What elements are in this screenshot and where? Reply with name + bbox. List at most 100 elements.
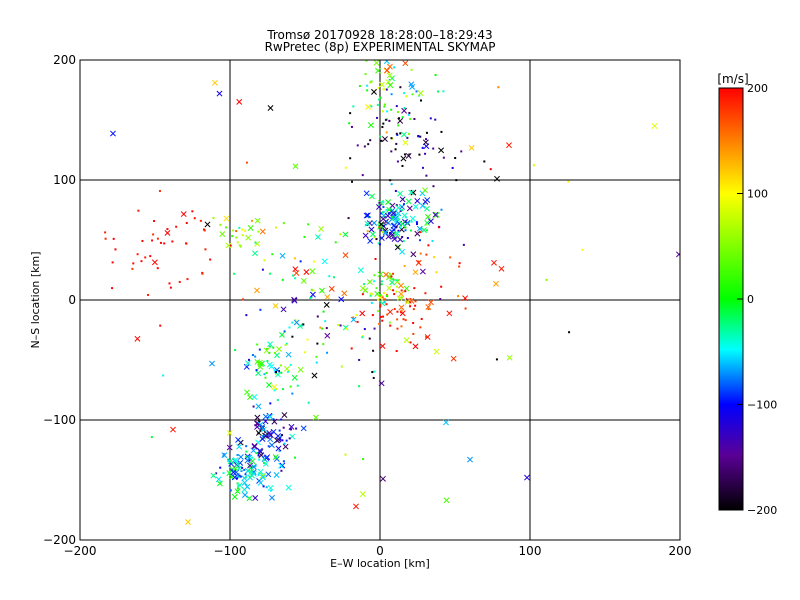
echo-cross: [446, 310, 453, 317]
echo-cross: [315, 233, 321, 240]
echo-dot: [442, 156, 445, 159]
colorbar-tick-label: −100: [747, 399, 777, 412]
echo-dot: [244, 229, 247, 232]
echo-dot: [295, 427, 298, 430]
echo-dot: [349, 157, 352, 160]
echo-cross: [252, 250, 258, 257]
echo-dot: [282, 426, 285, 429]
echo-dot: [229, 489, 232, 492]
echo-dot: [263, 259, 266, 262]
echo-cross: [397, 190, 404, 197]
echo-cross: [425, 304, 432, 310]
echo-cross: [233, 469, 240, 476]
echo-cross: [402, 60, 409, 67]
echo-cross: [241, 475, 248, 482]
echo-dot: [243, 468, 246, 471]
echo-cross: [225, 242, 232, 249]
echo-dot: [408, 132, 411, 135]
echo-dot: [274, 226, 277, 229]
echo-dot: [385, 131, 388, 134]
echo-dot: [241, 228, 244, 231]
echo-cross: [427, 299, 434, 306]
echo-dot: [248, 470, 251, 473]
echo-dot: [238, 244, 241, 247]
echo-dot: [400, 325, 403, 328]
echo-dot: [231, 235, 234, 238]
echo-dot: [199, 219, 202, 222]
echo-dot: [284, 343, 287, 346]
echo-dot: [483, 160, 486, 163]
echo-dot: [178, 280, 181, 283]
echo-dot: [257, 454, 260, 457]
echo-dot: [419, 326, 422, 329]
echo-dot: [395, 225, 398, 228]
echo-dot: [393, 293, 396, 296]
echo-dot: [231, 469, 234, 472]
echo-dot: [378, 243, 381, 246]
echo-dot: [276, 399, 279, 402]
echo-dot: [282, 460, 285, 463]
echo-cross: [254, 414, 261, 421]
echo-cross: [293, 319, 300, 326]
echo-dot: [373, 236, 376, 239]
echo-cross: [255, 370, 262, 377]
echo-dot: [166, 228, 169, 231]
echo-dot: [380, 280, 383, 283]
echo-dot: [395, 290, 398, 293]
echo-dot: [358, 84, 361, 87]
echo-dot: [350, 125, 353, 128]
echo-dot: [151, 239, 154, 242]
echo-dot: [361, 174, 364, 177]
echo-dot: [290, 428, 293, 431]
echo-dot: [361, 335, 364, 338]
echo-dot: [362, 458, 365, 461]
echo-dot: [232, 229, 235, 232]
echo-dot: [417, 135, 420, 138]
echo-cross: [309, 268, 316, 275]
echo-dot: [395, 350, 398, 353]
echo-dot: [257, 230, 260, 233]
echo-cross: [494, 175, 500, 182]
echo-dot: [397, 279, 400, 282]
echo-dot: [242, 298, 245, 301]
echo-cross: [237, 454, 244, 460]
echo-dot: [310, 288, 313, 291]
echo-dot: [244, 476, 247, 479]
echo-cross: [396, 295, 403, 302]
echo-cross: [365, 103, 372, 110]
echo-cross: [328, 285, 335, 292]
echo-cross: [244, 360, 251, 367]
echo-dot: [373, 280, 376, 283]
echo-dot: [136, 253, 139, 256]
echo-dot: [144, 256, 147, 259]
echo-dot: [393, 66, 396, 69]
echo-cross: [412, 343, 419, 350]
echo-dot: [434, 73, 437, 76]
echo-dot: [234, 349, 237, 352]
echo-dot: [417, 260, 420, 263]
echo-dot: [186, 278, 189, 281]
echo-dot: [225, 226, 228, 229]
echo-cross: [110, 130, 116, 137]
echo-dot: [158, 190, 161, 193]
echo-dot: [382, 225, 385, 228]
chart-title: Tromsø 20170928 18:28:00–18:29:43: [266, 28, 492, 42]
echo-cross: [389, 202, 396, 209]
echo-dot: [227, 458, 230, 461]
echo-dot: [114, 248, 117, 251]
echo-dot: [137, 209, 140, 212]
echo-dot: [358, 385, 361, 388]
echo-dot: [388, 211, 391, 214]
echo-dot: [289, 385, 292, 388]
echo-dot: [390, 150, 393, 153]
echo-dot: [384, 118, 387, 121]
echo-cross: [427, 218, 434, 225]
echo-dot: [405, 95, 408, 98]
echo-cross: [288, 423, 295, 430]
echo-cross: [267, 413, 274, 420]
echo-dot: [381, 319, 384, 322]
echo-dot: [150, 436, 153, 439]
echo-cross: [266, 382, 272, 388]
echo-dot: [404, 226, 407, 229]
